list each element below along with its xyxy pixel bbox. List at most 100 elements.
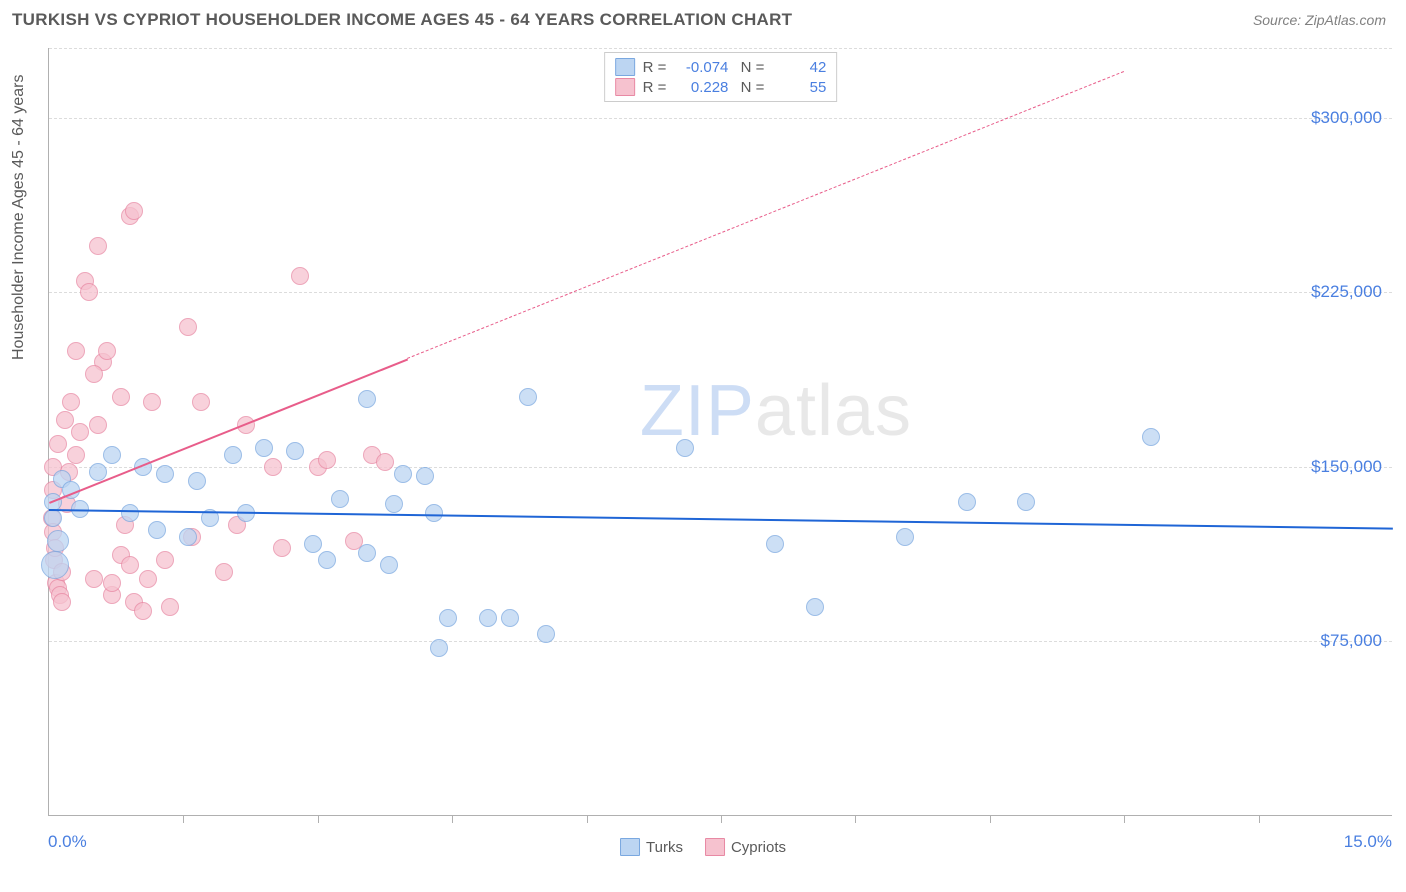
gridline [49,641,1392,642]
watermark-left: ZIP [640,371,755,451]
n-label: N = [736,79,764,96]
x-tick [452,815,453,823]
r-label: R = [643,59,667,76]
correlation-legend-row: R = 0.228 N = 55 [615,77,827,97]
turks-point [224,446,242,464]
cypriots-point [121,556,139,574]
series-legend: Turks Cypriots [620,838,786,856]
cypriots-point [98,342,116,360]
x-max-label: 15.0% [1344,832,1392,852]
turks-point [44,509,62,527]
turks-point [479,609,497,627]
correlation-legend: R = -0.074 N = 42 R = 0.228 N = 55 [604,52,838,102]
legend-item-cypriots: Cypriots [705,838,786,856]
x-tick [1124,815,1125,823]
cypriots-point [264,458,282,476]
cypriots-point [215,563,233,581]
turks-point [1142,428,1160,446]
legend-label: Cypriots [731,839,786,856]
turks-swatch-icon [615,58,635,76]
turks-point [358,544,376,562]
y-axis-title: Householder Income Ages 45 - 64 years [10,75,28,361]
turks-point [286,442,304,460]
source-label: Source: ZipAtlas.com [1253,12,1386,28]
cypriots-point [53,593,71,611]
cypriots-point [89,237,107,255]
cypriots-point [143,393,161,411]
turks-point [439,609,457,627]
turks-point [103,446,121,464]
cypriots-point [134,602,152,620]
turks-point [958,493,976,511]
turks-point [188,472,206,490]
cypriots-point [376,453,394,471]
x-tick [990,815,991,823]
cypriots-n-value: 55 [772,79,826,96]
y-tick-label: $150,000 [1311,457,1382,477]
turks-point [318,551,336,569]
x-tick [183,815,184,823]
cypriots-swatch-icon [705,838,725,856]
cypriots-point [80,283,98,301]
gridline [49,467,1392,468]
cypriots-point [112,388,130,406]
legend-item-turks: Turks [620,838,683,856]
gridline [49,48,1392,49]
cypriots-point [85,365,103,383]
turks-n-value: 42 [772,59,826,76]
turks-swatch-icon [620,838,640,856]
cypriots-point [85,570,103,588]
cypriots-point [318,451,336,469]
cypriots-trend-line-dashed [407,71,1124,359]
turks-point [766,535,784,553]
cypriots-r-value: 0.228 [674,79,728,96]
cypriots-point [56,411,74,429]
cypriots-point [67,446,85,464]
turks-point [380,556,398,574]
cypriots-point [103,574,121,592]
x-tick [855,815,856,823]
cypriots-point [89,416,107,434]
cypriots-point [156,551,174,569]
turks-point [394,465,412,483]
x-tick [1259,815,1260,823]
turks-point [806,598,824,616]
turks-point [47,530,69,552]
chart-plot-area: ZIPatlas R = -0.074 N = 42 R = 0.228 N =… [48,48,1392,816]
turks-point [179,528,197,546]
chart-title: TURKISH VS CYPRIOT HOUSEHOLDER INCOME AG… [12,10,792,30]
cypriots-point [192,393,210,411]
correlation-legend-row: R = -0.074 N = 42 [615,57,827,77]
chart-header: TURKISH VS CYPRIOT HOUSEHOLDER INCOME AG… [0,0,1406,36]
cypriots-swatch-icon [615,78,635,96]
turks-point [304,535,322,553]
turks-point [41,551,69,579]
turks-point [148,521,166,539]
turks-point [1017,493,1035,511]
x-tick [318,815,319,823]
cypriots-point [62,393,80,411]
turks-point [519,388,537,406]
cypriots-point [49,435,67,453]
cypriots-point [161,598,179,616]
cypriots-point [71,423,89,441]
turks-point [537,625,555,643]
x-tick [587,815,588,823]
turks-point [358,390,376,408]
cypriots-point [273,539,291,557]
gridline [49,292,1392,293]
cypriots-point [67,342,85,360]
turks-point [89,463,107,481]
gridline [49,118,1392,119]
x-min-label: 0.0% [48,832,87,852]
cypriots-point [125,202,143,220]
x-tick [721,815,722,823]
cypriots-point [139,570,157,588]
turks-point [430,639,448,657]
watermark-right: atlas [755,371,912,451]
turks-point [121,504,139,522]
cypriots-point [179,318,197,336]
cypriots-point [291,267,309,285]
turks-point [156,465,174,483]
turks-point [255,439,273,457]
